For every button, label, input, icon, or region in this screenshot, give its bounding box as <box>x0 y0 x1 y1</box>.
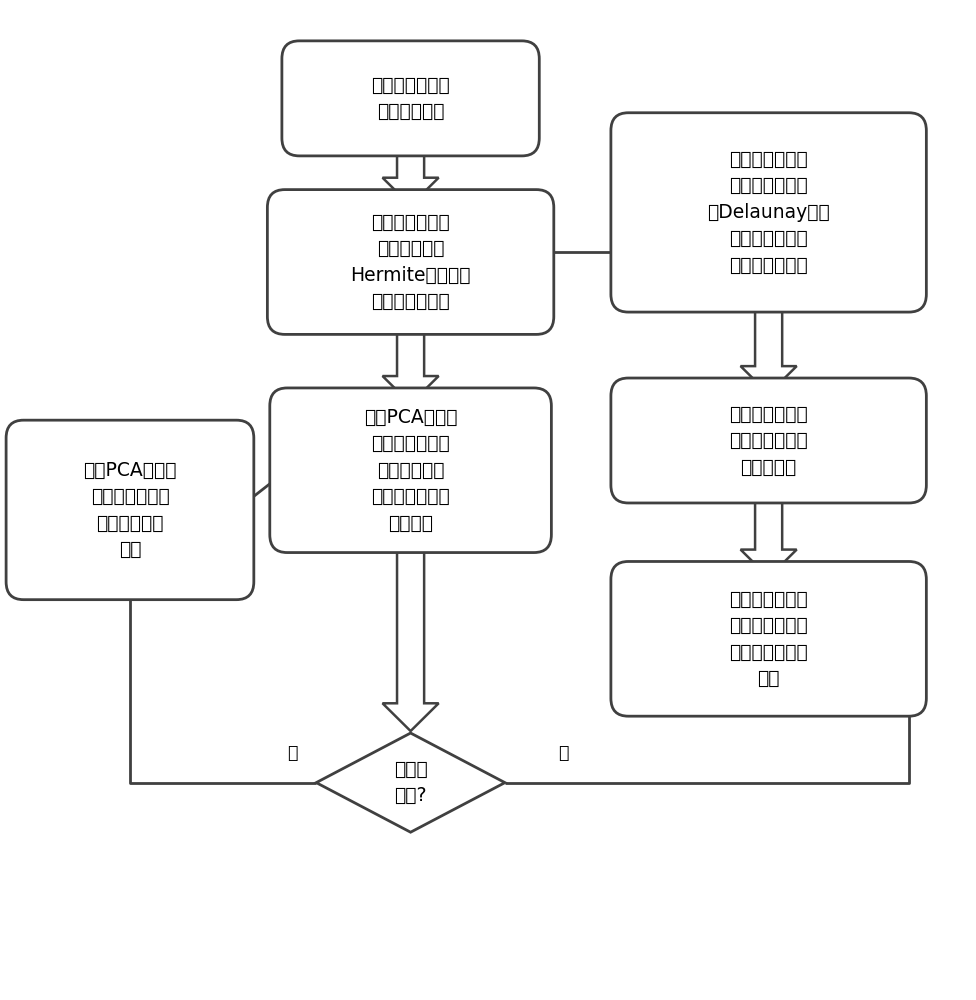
Polygon shape <box>741 487 796 577</box>
FancyBboxPatch shape <box>269 388 551 553</box>
Text: 根据孔洞边界及
其邻域，利用
Hermite径向基函
数得到隐式曲面: 根据孔洞边界及 其邻域，利用 Hermite径向基函 数得到隐式曲面 <box>350 213 470 311</box>
Text: 存在自
交叉?: 存在自 交叉? <box>393 760 427 805</box>
Polygon shape <box>383 319 438 404</box>
Polygon shape <box>741 296 796 394</box>
Text: 优化PCA方法的
最小特征值，将
孔洞分成小孔
洞。: 优化PCA方法的 最小特征值，将 孔洞分成小孔 洞。 <box>83 461 177 559</box>
Polygon shape <box>316 733 505 832</box>
Text: 是: 是 <box>287 744 298 762</box>
FancyBboxPatch shape <box>611 113 926 312</box>
Text: 在网格模型中检
测出孔洞边界: 在网格模型中检 测出孔洞边界 <box>371 76 450 121</box>
FancyBboxPatch shape <box>267 190 553 334</box>
Text: 利用PCA方法生
成为孔洞边界上
顶点的拟合平
面，并将其投影
到平面上: 利用PCA方法生 成为孔洞边界上 顶点的拟合平 面，并将其投影 到平面上 <box>364 408 458 533</box>
FancyBboxPatch shape <box>282 41 540 156</box>
FancyBboxPatch shape <box>611 561 926 716</box>
Text: 否: 否 <box>558 744 568 762</box>
Text: 在平面上进行基
于扫描线的限制
性Delaunay三角
化，并将结果反
投影回三维空间: 在平面上进行基 于扫描线的限制 性Delaunay三角 化，并将结果反 投影回三… <box>708 150 830 275</box>
Text: 对新增三角形进
行满足密度属性
的细分操作: 对新增三角形进 行满足密度属性 的细分操作 <box>729 404 808 476</box>
Polygon shape <box>383 140 438 205</box>
Text: 利用梯度下降法
将细分的新增顶
点映射到隐式曲
面上: 利用梯度下降法 将细分的新增顶 点映射到隐式曲 面上 <box>729 590 808 688</box>
FancyBboxPatch shape <box>611 378 926 503</box>
Polygon shape <box>383 537 438 731</box>
FancyBboxPatch shape <box>6 420 254 600</box>
